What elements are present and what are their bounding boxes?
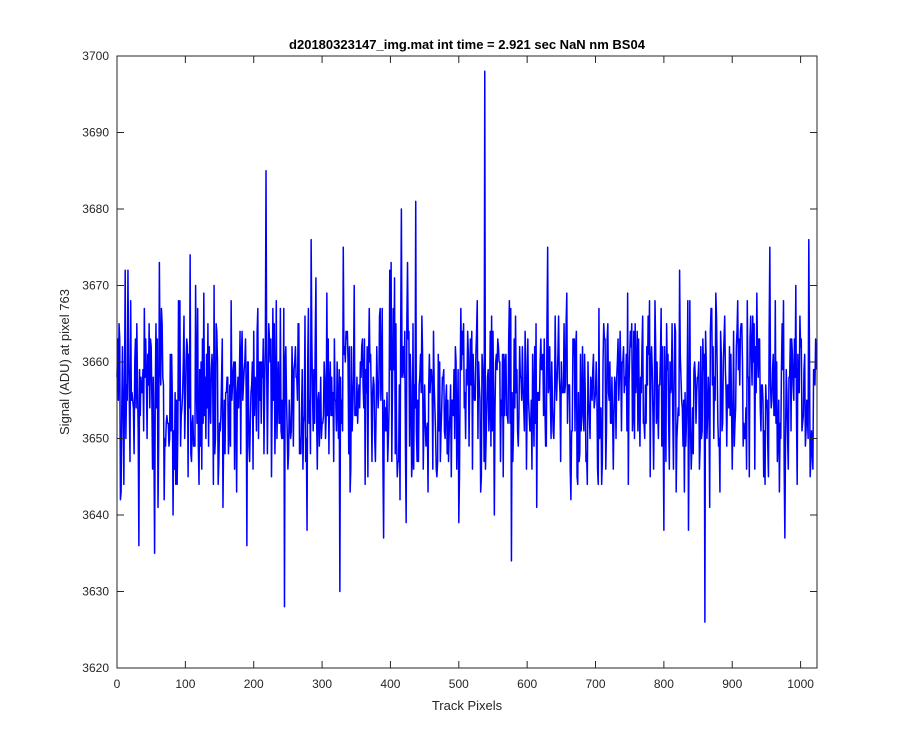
y-axis-label: Signal (ADU) at pixel 763	[57, 289, 72, 435]
x-axis-label: Track Pixels	[432, 698, 503, 713]
series-line-0	[116, 70, 818, 623]
x-tick-label: 100	[175, 677, 195, 691]
chart-title: d20180323147_img.mat int time = 2.921 se…	[289, 37, 646, 52]
x-tick-label: 300	[312, 677, 332, 691]
x-tick-label: 400	[380, 677, 400, 691]
plot-frame	[116, 55, 818, 669]
y-tick-label: 3680	[82, 202, 109, 216]
y-tick-label: 3620	[82, 661, 109, 675]
y-tick-label: 3660	[82, 355, 109, 369]
x-tick-label: 900	[722, 677, 742, 691]
y-tick-label: 3640	[82, 508, 109, 522]
y-tick-label: 3700	[82, 49, 109, 63]
x-axis: 0 100 200 300 400 500 600 700 800 900 1000	[114, 56, 814, 691]
y-tick-label: 3670	[82, 279, 109, 293]
x-tick-label: 500	[449, 677, 469, 691]
x-tick-label: 200	[244, 677, 264, 691]
x-tick-label: 800	[654, 677, 674, 691]
y-tick-label: 3630	[82, 585, 109, 599]
plot-area	[116, 70, 818, 623]
y-tick-label: 3690	[82, 126, 109, 140]
x-tick-label: 0	[114, 677, 121, 691]
x-tick-label: 600	[517, 677, 537, 691]
x-tick-label: 1000	[787, 677, 814, 691]
x-tick-label: 700	[586, 677, 606, 691]
y-tick-label: 3650	[82, 432, 109, 446]
y-axis: 3620 3630 3640 3650 3660 3670 3680 3690 3700	[82, 49, 817, 675]
